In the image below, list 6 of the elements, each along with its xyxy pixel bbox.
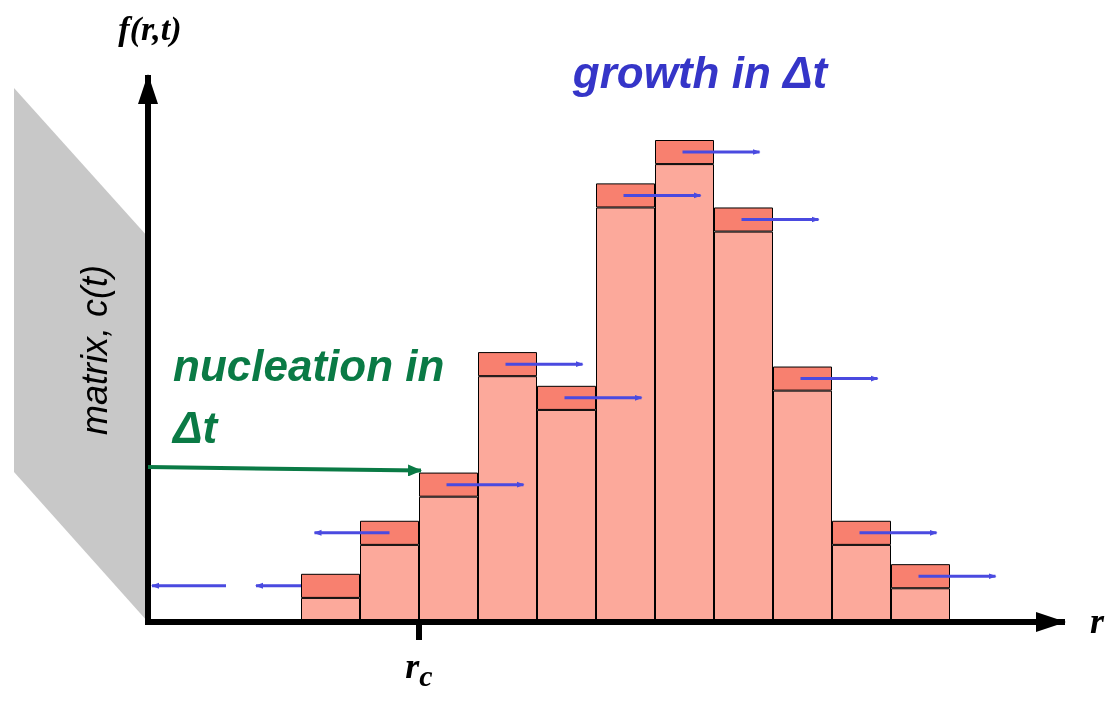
text: growth in Δt: [571, 48, 830, 98]
annotation: nucleation in Δt: [173, 340, 446, 454]
text: matrix, c(t): [74, 264, 115, 437]
y-axis-title: f(r,t): [117, 10, 183, 48]
x-axis-title: r: [1090, 600, 1105, 642]
text: r$_{c}$: [404, 645, 434, 694]
